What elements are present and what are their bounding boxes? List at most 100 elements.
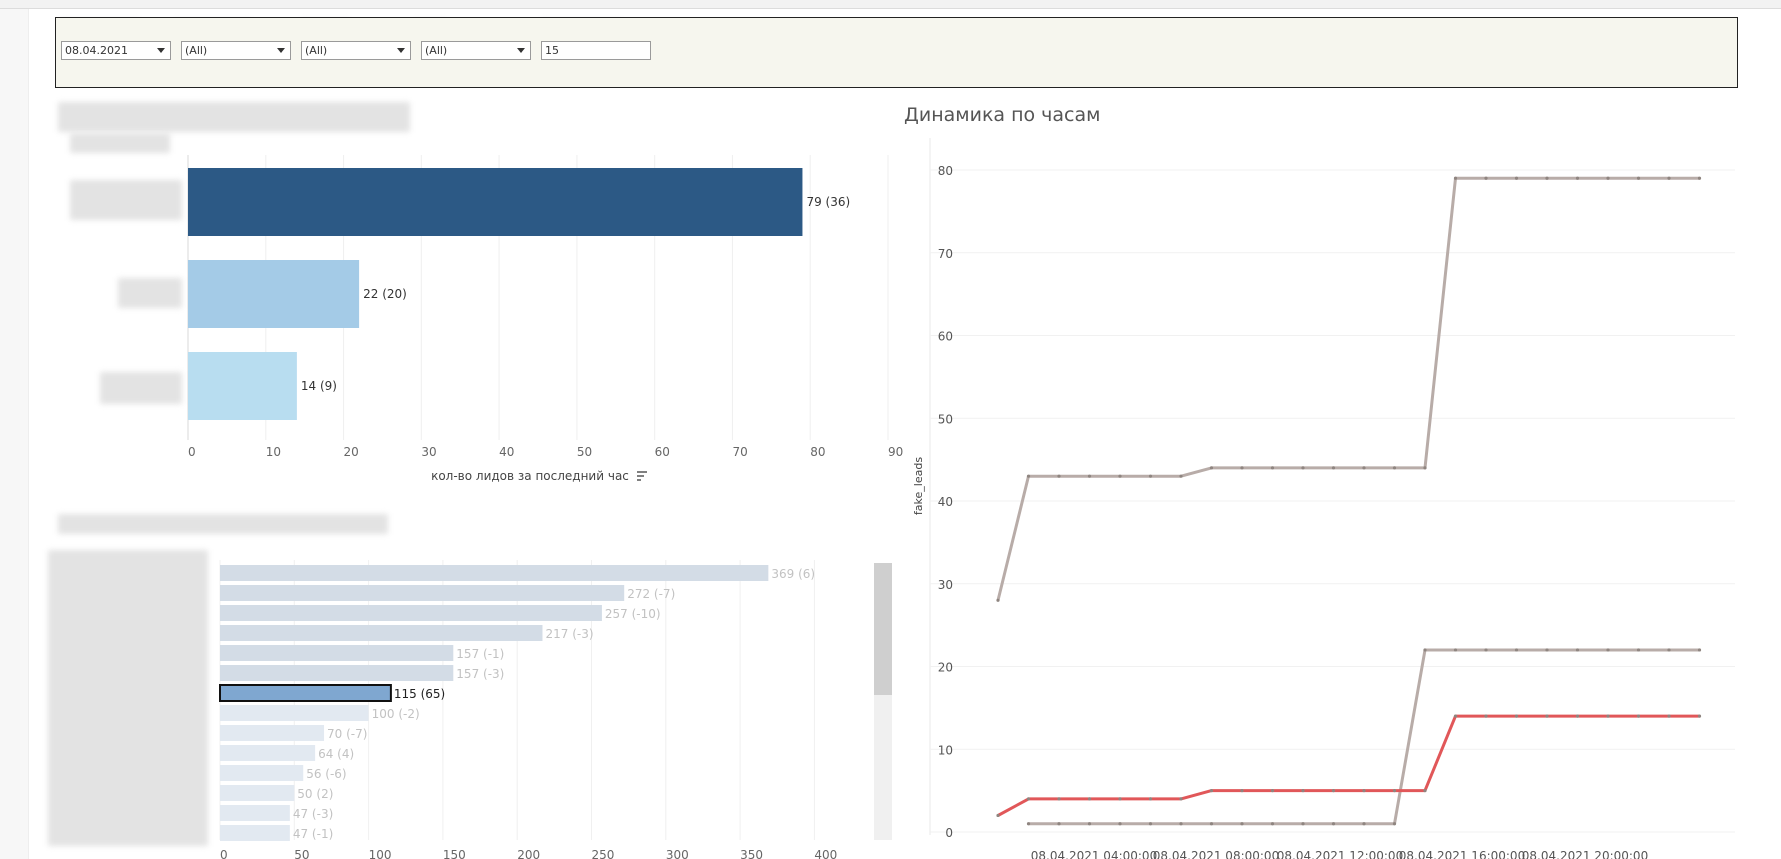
- threshold-input[interactable]: 15: [541, 41, 651, 60]
- data-point: [1362, 822, 1366, 826]
- filter-3-dropdown[interactable]: (All): [301, 41, 411, 60]
- bar: [220, 665, 454, 681]
- data-point: [1362, 466, 1366, 470]
- bar-data-label: 257 (-10): [605, 607, 661, 621]
- data-point: [1362, 789, 1366, 793]
- blurred-category-label: [100, 372, 182, 404]
- blurred-chart-subtitle: [70, 133, 170, 153]
- data-point: [1514, 714, 1519, 718]
- data-point: [1301, 466, 1305, 470]
- blurred-chart-title: [58, 102, 410, 132]
- y-tick-label: 80: [938, 164, 953, 178]
- data-point: [1179, 474, 1183, 478]
- data-point: [1453, 176, 1458, 180]
- data-point: [1514, 648, 1519, 652]
- blurred-category-labels: [48, 550, 208, 846]
- x-tick-label: 08.04.2021 08:00:00: [1153, 849, 1279, 859]
- bar-data-label: 50 (2): [297, 787, 333, 801]
- data-point: [1484, 176, 1488, 180]
- data-point: [1270, 822, 1275, 826]
- chevron-down-icon: [157, 48, 165, 53]
- selected-bar: [219, 684, 392, 702]
- data-point: [1240, 822, 1244, 826]
- y-tick-label: 40: [938, 495, 953, 509]
- x-tick-label: 350: [740, 848, 763, 859]
- bar-data-label: 47 (-1): [293, 827, 333, 841]
- data-point: [1606, 176, 1610, 180]
- data-point: [1514, 176, 1519, 180]
- x-tick-label: 08.04.2021 20:00:00: [1522, 849, 1648, 859]
- y-tick-label: 50: [938, 412, 953, 426]
- data-point: [1270, 789, 1275, 793]
- data-point: [1667, 176, 1671, 180]
- filter-4-dropdown[interactable]: (All): [421, 41, 531, 60]
- bar: [220, 825, 290, 841]
- bar-data-label: 64 (4): [318, 747, 354, 761]
- chevron-down-icon: [517, 48, 525, 53]
- y-tick-label: 70: [938, 247, 953, 261]
- bar: [220, 805, 290, 821]
- filter-3-value: (All): [305, 44, 328, 57]
- data-point: [1026, 822, 1031, 826]
- data-point: [1179, 797, 1183, 801]
- data-point: [1606, 648, 1610, 652]
- data-point: [1392, 822, 1397, 826]
- y-axis-label: fake_leads: [912, 457, 925, 515]
- series-line: [996, 176, 1700, 601]
- bar: [220, 645, 454, 661]
- data-point: [1301, 789, 1305, 793]
- data-point: [996, 598, 1000, 602]
- data-point: [1636, 714, 1641, 718]
- data-point: [1545, 176, 1549, 180]
- series-line: [997, 714, 1700, 817]
- data-point: [1026, 797, 1031, 801]
- x-tick-label: 80: [810, 445, 825, 459]
- bar-data-label: 70 (-7): [327, 727, 367, 741]
- data-point: [1392, 789, 1397, 793]
- data-point: [1423, 466, 1427, 470]
- y-tick-label: 0: [945, 826, 953, 840]
- y-tick-label: 20: [938, 661, 953, 675]
- data-point: [1118, 474, 1122, 478]
- x-tick-label: 250: [592, 848, 615, 859]
- x-tick-label: 90: [888, 445, 903, 459]
- data-point: [1240, 789, 1244, 793]
- data-point: [1667, 648, 1671, 652]
- x-tick-label: 50: [577, 445, 592, 459]
- data-point: [1484, 648, 1488, 652]
- data-point: [1697, 648, 1702, 652]
- data-point: [1057, 474, 1061, 478]
- filter-2-dropdown[interactable]: (All): [181, 41, 291, 60]
- filter-bar: 08.04.2021 (All) (All) (All) 15: [55, 17, 1738, 88]
- data-point: [1118, 797, 1122, 801]
- x-tick-label: 20: [344, 445, 359, 459]
- data-point: [1575, 648, 1580, 652]
- bar-data-label: 100 (-2): [372, 707, 420, 721]
- data-point: [1148, 797, 1153, 801]
- data-point: [1453, 648, 1458, 652]
- bar-data-label: 157 (-1): [456, 647, 504, 661]
- bar: [220, 585, 625, 601]
- x-tick-label: 0: [188, 445, 196, 459]
- bar: [220, 625, 543, 641]
- x-tick-label: 300: [666, 848, 689, 859]
- bar-data-label: 22 (20): [363, 287, 407, 301]
- bar-data-label: 56 (-6): [306, 767, 346, 781]
- data-point: [1209, 466, 1214, 470]
- x-tick-label: 400: [814, 848, 837, 859]
- blurred-chart-title: [58, 514, 388, 534]
- chevron-down-icon: [277, 48, 285, 53]
- x-tick-label: 08.04.2021 04:00:00: [1031, 849, 1157, 859]
- scrollbar-thumb[interactable]: [874, 563, 892, 695]
- data-point: [1636, 648, 1641, 652]
- data-point: [1087, 797, 1092, 801]
- date-filter-dropdown[interactable]: 08.04.2021: [61, 41, 171, 60]
- bar: [220, 605, 602, 621]
- threshold-value: 15: [545, 44, 559, 57]
- data-point: [1209, 822, 1214, 826]
- date-filter-value: 08.04.2021: [65, 44, 128, 57]
- data-point: [1697, 714, 1702, 718]
- filter-2-value: (All): [185, 44, 208, 57]
- data-point: [1392, 466, 1397, 470]
